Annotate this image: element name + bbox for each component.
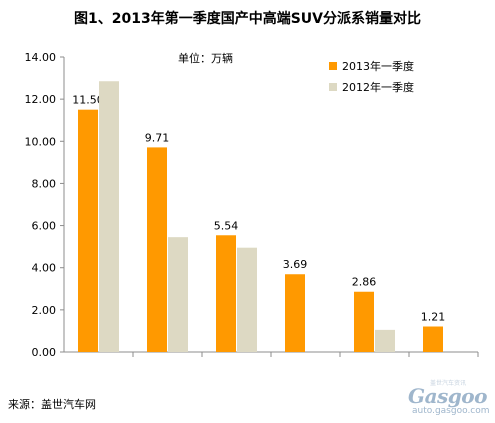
y-tick-label: 4.00 [32,262,57,275]
gasgoo-watermark-logo: 盖世汽车资讯 Gasgoo auto.gasgoo.com [404,378,490,418]
chart-legend: 2013年一季度 2012年一季度 [329,59,414,94]
y-tick-label: 10.00 [25,135,57,148]
chart-title: 图1、2013年第一季度国产中高端SUV分派系销量对比 [74,11,421,27]
y-tick-label: 0.00 [32,346,57,358]
legend-label: 2013年一季度 [342,59,414,73]
bar-chart: 0.002.004.006.008.0010.0012.0014.00日系韩系德… [25,51,479,358]
source-label: 来源：盖世汽车网 [8,398,96,411]
legend-swatch [329,62,337,70]
logo-cn-text: 盖世汽车资讯 [430,380,467,387]
bar-2013 [423,326,443,352]
bar-2013 [285,274,305,352]
bar-2013-value-label: 9.71 [145,131,170,144]
bar-2013-value-label: 11.50 [72,94,104,107]
y-tick-label: 14.00 [25,51,57,64]
bar-2013 [78,109,98,352]
bar-2012 [168,237,188,352]
y-tick-label: 12.00 [25,93,57,106]
chart-axes: 0.002.004.006.008.0010.0012.0014.00日系韩系德… [25,51,479,358]
unit-label: 单位：万辆 [178,52,233,65]
bar-2013 [354,291,374,352]
bar-2012 [375,329,395,352]
y-tick-label: 8.00 [32,177,57,190]
bar-2013-value-label: 2.86 [352,276,377,289]
y-tick-label: 6.00 [32,220,57,233]
chart-bars: 11.50 9.71 5.54 3.69 2.86 1.21 [72,81,445,352]
logo-main-text: Gasgoo [408,384,487,408]
bar-2012 [99,81,119,352]
legend-swatch [329,83,337,91]
bar-2013-value-label: 1.21 [421,311,446,324]
bar-2013 [147,147,167,352]
bar-2013-value-label: 3.69 [283,258,308,271]
y-tick-label: 2.00 [32,304,57,317]
bar-2013 [216,235,236,352]
logo-url-text: auto.gasgoo.com [412,406,490,416]
bar-2012 [237,247,257,352]
legend-label: 2012年一季度 [342,80,414,94]
bar-2013-value-label: 5.54 [214,219,239,232]
